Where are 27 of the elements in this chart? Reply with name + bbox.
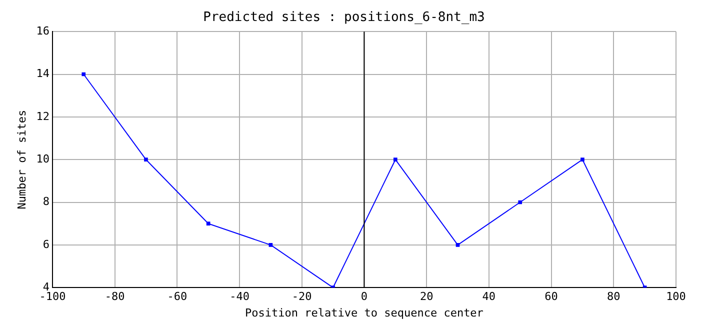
x-tick-label: 40 (482, 290, 496, 304)
x-tick-label: -60 (167, 290, 188, 304)
x-tick-label: -20 (292, 290, 312, 304)
point (518, 200, 522, 204)
x-tick-label: 60 (544, 290, 558, 304)
point (82, 72, 86, 76)
point (393, 158, 398, 162)
y-tick-label: 6 (42, 238, 50, 251)
point (206, 222, 210, 226)
y-tick-label: 8 (42, 195, 50, 208)
point (268, 243, 273, 247)
x-tick-label: 20 (420, 290, 434, 304)
y-tick-label: 10 (36, 152, 50, 166)
y-tick-label: 16 (36, 24, 50, 38)
point (144, 158, 148, 162)
x-tick-label: 100 (666, 290, 686, 304)
y-axis-title: Number of sites (15, 110, 28, 210)
x-tick-label: 80 (607, 290, 620, 304)
x-tick-label: 0 (360, 290, 368, 304)
y-tick-label: 14 (36, 67, 50, 80)
x-tick-label: -40 (230, 290, 250, 304)
chart-title: Predicted sites : positions_6-8nt_m3 (203, 10, 485, 26)
y-tick-label: 12 (36, 110, 50, 123)
point (580, 158, 584, 162)
point (456, 243, 460, 247)
x-axis-title: Position relative to sequence center (245, 306, 484, 320)
x-tick-label: -80 (104, 290, 125, 304)
